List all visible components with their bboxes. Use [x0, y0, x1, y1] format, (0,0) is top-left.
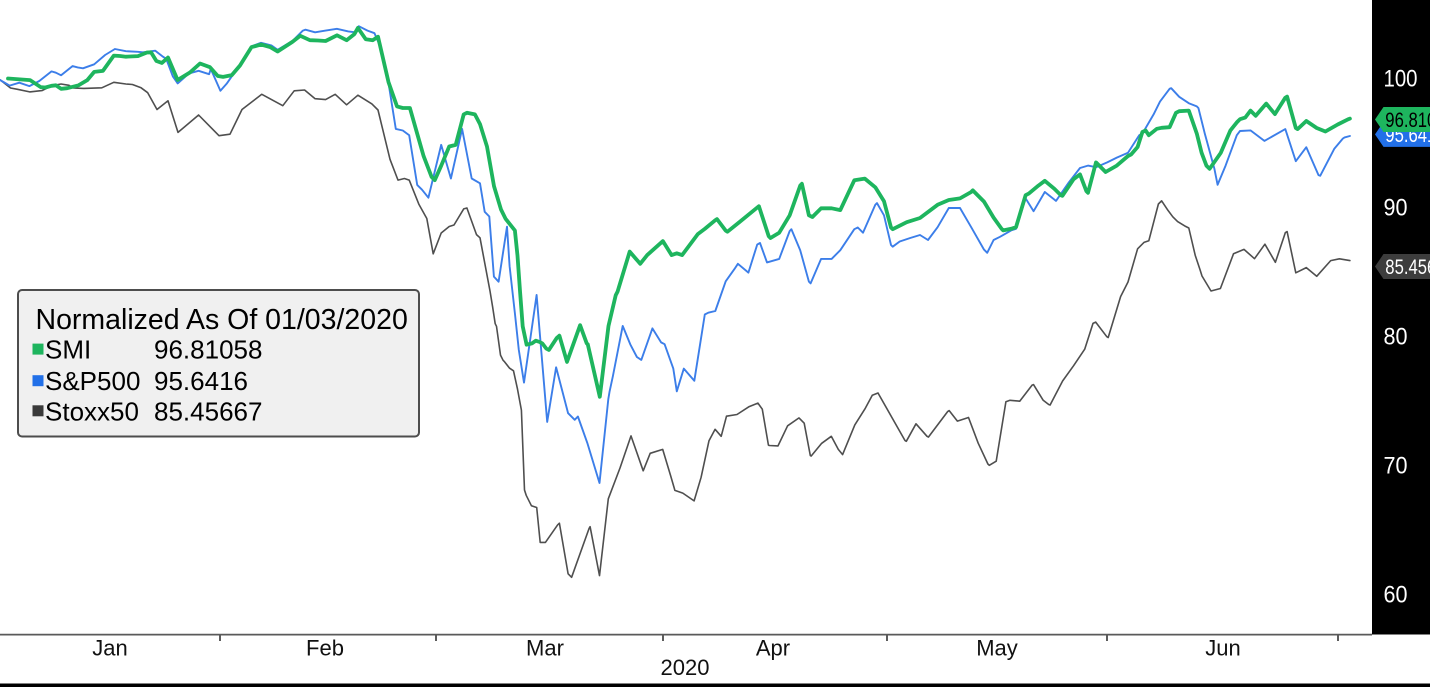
svg-text:60: 60 [1384, 582, 1408, 609]
svg-text:95.6416: 95.6416 [154, 366, 248, 396]
svg-text:May: May [976, 636, 1018, 661]
svg-text:96.81058: 96.81058 [154, 335, 262, 365]
svg-text:Apr: Apr [756, 636, 790, 661]
svg-text:90: 90 [1384, 195, 1408, 222]
svg-text:Jan: Jan [92, 636, 127, 661]
svg-text:2020: 2020 [661, 655, 710, 680]
svg-text:S&P500: S&P500 [45, 366, 140, 396]
svg-text:80: 80 [1384, 324, 1408, 351]
svg-text:Jun: Jun [1205, 636, 1240, 661]
svg-text:85.456: 85.456 [1385, 255, 1430, 279]
svg-text:Feb: Feb [306, 636, 344, 661]
svg-text:SMI: SMI [45, 335, 91, 365]
svg-text:Mar: Mar [526, 636, 564, 661]
svg-text:96.810: 96.810 [1385, 108, 1430, 132]
svg-text:100: 100 [1384, 66, 1418, 93]
svg-text:85.45667: 85.45667 [154, 396, 262, 426]
svg-text:70: 70 [1384, 453, 1408, 480]
svg-text:Normalized As Of 01/03/2020: Normalized As Of 01/03/2020 [36, 304, 408, 336]
svg-text:Stoxx50: Stoxx50 [45, 396, 139, 426]
